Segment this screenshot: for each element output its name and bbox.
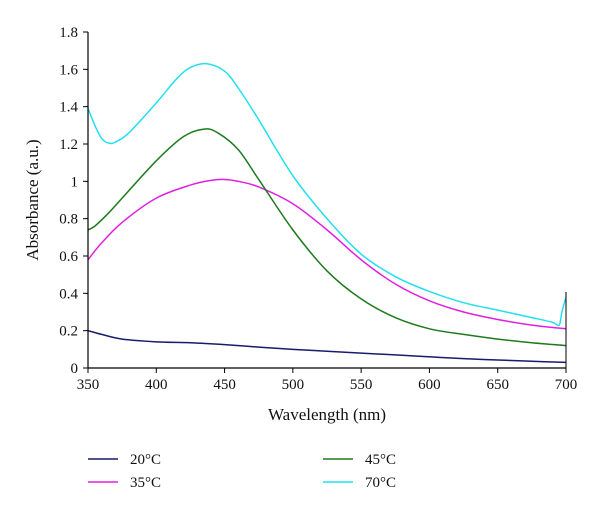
x-tick-label: 400 (145, 377, 168, 393)
series-line-0 (88, 329, 566, 364)
x-tick-label: 500 (282, 377, 305, 393)
legend: 20°C 35°C 45°C 70°C (88, 452, 396, 491)
series-line-1 (88, 178, 566, 330)
x-tick-label: 600 (418, 377, 441, 393)
legend-label-2: 45°C (365, 452, 396, 468)
y-tick-label: 0.4 (59, 286, 78, 302)
y-tick-label: 1.6 (59, 62, 78, 78)
y-tick-label: 1.8 (59, 25, 78, 41)
series-line-2 (88, 128, 566, 347)
y-tick-label: 1.4 (59, 100, 78, 116)
x-axis-label: Wavelength (nm) (268, 405, 386, 424)
x-tick-label: 650 (486, 377, 509, 393)
legend-label-1: 35°C (130, 475, 161, 491)
y-tick-label: 0 (71, 361, 79, 377)
x-tick-label: 350 (77, 377, 100, 393)
y-tick-label: 0.2 (59, 324, 78, 340)
y-tick-label: 1 (71, 174, 79, 190)
legend-label-3: 70°C (365, 475, 396, 491)
x-tick-label: 550 (350, 377, 373, 393)
y-axis-label: Absorbance (a.u.) (23, 139, 42, 260)
y-tick-label: 0.6 (59, 249, 78, 265)
x-tick-label: 450 (213, 377, 236, 393)
series-line-3 (88, 62, 566, 327)
y-tick-label: 0.8 (59, 212, 78, 228)
legend-label-0: 20°C (130, 452, 161, 468)
y-tick-label: 1.2 (59, 137, 78, 153)
x-tick-label: 700 (555, 377, 578, 393)
